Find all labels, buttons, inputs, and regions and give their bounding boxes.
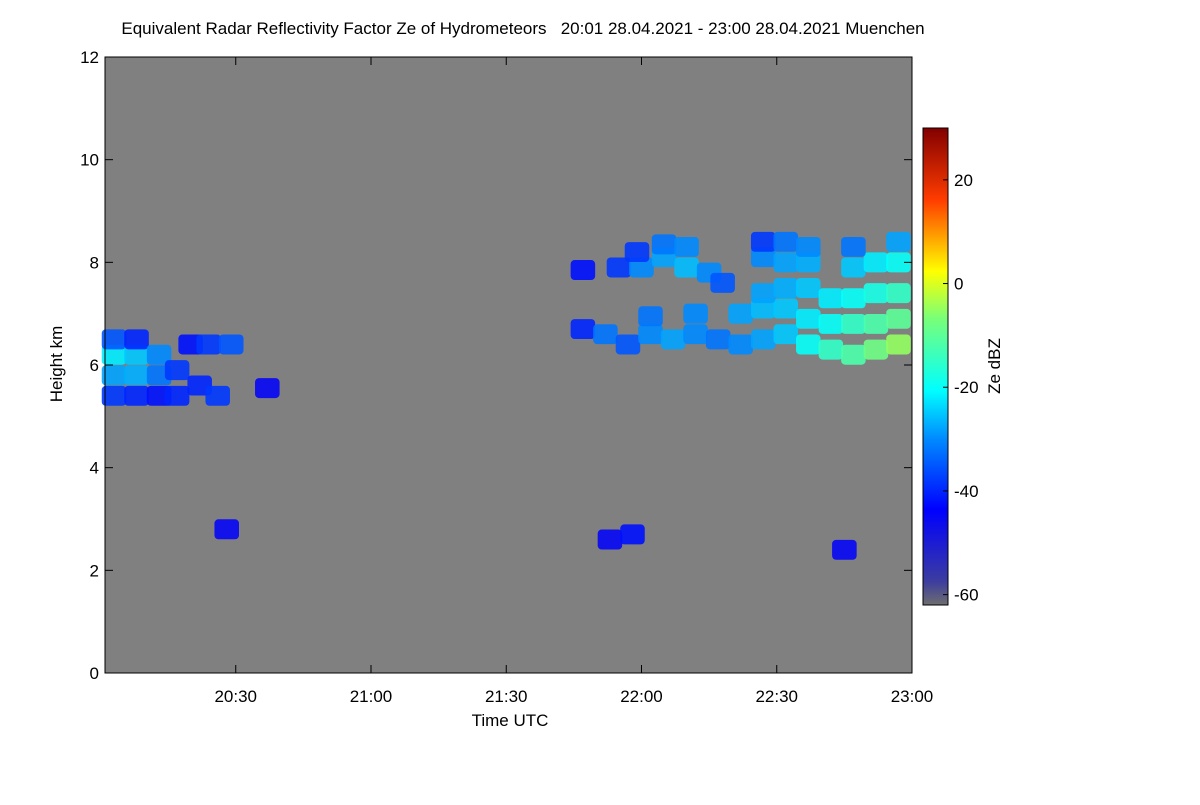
x-tick-label: 23:00 (891, 687, 934, 706)
echo-cell (773, 278, 799, 298)
echo-cell (124, 344, 149, 365)
echo-cell (597, 529, 623, 550)
colorbar-tick-label: -20 (954, 378, 979, 397)
echo-cell (629, 257, 654, 278)
echo-cell (710, 272, 735, 293)
echo-cell (674, 236, 699, 257)
y-tick-label: 0 (90, 664, 99, 683)
colorbar (922, 127, 949, 606)
x-tick-label: 20:30 (214, 687, 257, 706)
echo-cell (863, 283, 889, 304)
echo-cell (773, 231, 799, 252)
echo-cell (205, 385, 230, 406)
echo-cell (705, 329, 731, 350)
echo-cell (124, 365, 149, 386)
echo-cell (570, 319, 596, 340)
y-tick-label: 2 (90, 561, 99, 580)
echo-cell (773, 298, 799, 319)
echo-cell (796, 308, 821, 329)
echo-cell (606, 257, 632, 278)
echo-cell (841, 288, 866, 309)
y-tick-label: 6 (90, 356, 99, 375)
echo-cell (101, 329, 127, 350)
x-tick-label: 22:30 (755, 687, 798, 706)
echo-cell (750, 247, 776, 268)
echo-cell (638, 324, 663, 345)
echo-cell (796, 252, 821, 273)
echo-cell (624, 242, 650, 263)
echo-cell (638, 306, 663, 327)
echo-cell (863, 339, 889, 360)
echo-cell (796, 278, 821, 298)
colorbar-label: Ze dBZ (985, 338, 1004, 394)
echo-cell (196, 334, 221, 355)
echo-cell (728, 334, 753, 355)
echo-cell (832, 539, 857, 560)
echo-cell (818, 313, 844, 334)
echo-cell (615, 334, 641, 355)
echo-cell (593, 324, 618, 345)
echo-cell (146, 344, 172, 365)
echo-cell (796, 236, 821, 257)
echo-cell (570, 260, 596, 281)
y-tick-label: 4 (90, 459, 99, 478)
echo-cell (886, 231, 911, 252)
echo-cell (728, 303, 753, 324)
echo-cell (255, 378, 280, 399)
colorbar-tick-label: 0 (954, 275, 963, 294)
echo-cell (683, 324, 708, 345)
echo-cell (164, 360, 190, 381)
echo-cell (101, 344, 127, 365)
echo-cell (863, 313, 889, 334)
echo-cell (101, 385, 127, 406)
echo-cell (164, 385, 190, 406)
echo-cell (750, 283, 776, 304)
plot-background (105, 57, 912, 673)
echo-cell (886, 308, 911, 329)
echo-cell (841, 236, 866, 257)
echo-cell (841, 257, 866, 278)
x-axis-label: Time UTC (472, 711, 549, 730)
echo-cell (651, 234, 677, 255)
echo-cell (796, 334, 821, 355)
echo-cell (750, 298, 776, 319)
echo-cell (750, 329, 776, 350)
x-tick-label: 21:00 (350, 687, 393, 706)
echo-cell (124, 385, 149, 406)
echo-cell (773, 324, 799, 345)
colorbar-tick-label: -40 (954, 482, 979, 501)
chart-title: Equivalent Radar Reflectivity Factor Ze … (121, 19, 924, 38)
echo-cell (841, 344, 866, 365)
y-tick-label: 8 (90, 253, 99, 272)
colorbar-tick-label: -60 (954, 586, 979, 605)
echo-cell (841, 313, 866, 334)
colorbar-tick-label: 20 (954, 171, 973, 190)
echo-cell (101, 365, 127, 386)
echo-cell (214, 519, 239, 540)
echo-cell (750, 231, 776, 252)
echo-cell (683, 303, 708, 324)
echo-cell (863, 252, 889, 273)
echo-cell (773, 252, 799, 273)
echo-cell (886, 252, 911, 273)
echo-cell (818, 288, 844, 309)
x-tick-label: 21:30 (485, 687, 528, 706)
echo-cell (218, 334, 244, 355)
echo-cell (124, 329, 149, 350)
y-tick-label: 10 (80, 151, 99, 170)
x-tick-label: 22:00 (620, 687, 663, 706)
echo-cell (674, 257, 699, 278)
echo-cell (660, 329, 686, 350)
echo-cell (886, 283, 911, 304)
echo-cell (818, 339, 844, 360)
echo-cell (886, 334, 911, 355)
y-tick-label: 12 (80, 48, 99, 67)
y-axis-label: Height km (47, 326, 66, 403)
echo-cell (620, 524, 645, 545)
